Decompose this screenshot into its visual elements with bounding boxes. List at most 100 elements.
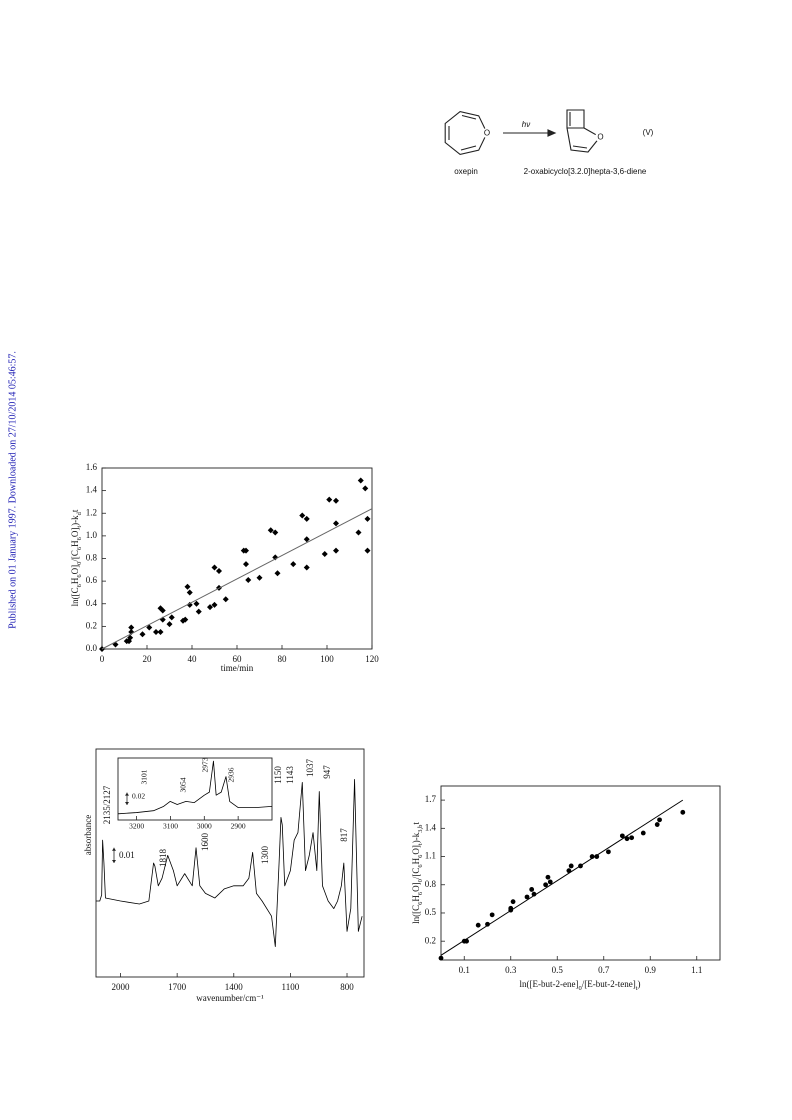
axis-label-subscript: 6 bbox=[417, 854, 424, 858]
data-point bbox=[624, 836, 630, 842]
data-point bbox=[303, 564, 310, 571]
peak-label: 817 bbox=[339, 828, 349, 842]
sidebar-note: Published on 01 January 1997. Downloaded… bbox=[7, 351, 18, 629]
data-point bbox=[157, 629, 164, 636]
peak-label: 1150 bbox=[273, 766, 283, 784]
x-tick-label: 1100 bbox=[282, 982, 300, 992]
data-point bbox=[299, 512, 306, 519]
data-point bbox=[127, 634, 134, 641]
data-point bbox=[619, 833, 625, 839]
atom-label: O bbox=[597, 133, 603, 142]
axis-label-part: /[C bbox=[70, 550, 80, 562]
data-point bbox=[355, 529, 362, 536]
axis-label-subscript: 6 bbox=[76, 546, 83, 550]
data-point bbox=[333, 497, 339, 504]
peak-label: 3101 bbox=[140, 769, 149, 784]
data-point bbox=[159, 607, 166, 614]
x-tick-label: 0.5 bbox=[552, 965, 564, 975]
y-tick-label: 0.2 bbox=[86, 620, 97, 630]
x-tick-label: 0.1 bbox=[459, 965, 470, 975]
y-tick-label: 1.6 bbox=[86, 462, 98, 472]
data-point bbox=[438, 955, 444, 961]
axis-label-part: ) bbox=[638, 979, 641, 989]
scale-arrow bbox=[112, 860, 116, 863]
data-point bbox=[326, 496, 333, 503]
data-point bbox=[211, 564, 218, 571]
atom-label: O bbox=[484, 129, 490, 138]
data-point bbox=[272, 554, 279, 561]
x-tick-label: 800 bbox=[340, 982, 354, 992]
y-tick-label: 0.8 bbox=[86, 553, 98, 563]
plot-frame bbox=[117, 757, 273, 821]
data-point bbox=[321, 550, 328, 557]
data-point bbox=[475, 922, 481, 928]
data-point bbox=[243, 561, 249, 568]
data-point bbox=[529, 887, 535, 892]
axis-label-subscript: 0 bbox=[417, 879, 424, 882]
data-point bbox=[207, 604, 213, 611]
x-tick-label: 2900 bbox=[231, 822, 246, 831]
reagent-name: oxepin bbox=[454, 167, 478, 176]
plot-frame bbox=[95, 748, 365, 978]
axis-label-subscript: t bbox=[636, 985, 638, 992]
x-tick-label: 2000 bbox=[112, 982, 131, 992]
data-point bbox=[290, 561, 297, 568]
axis-label-subscript: 6 bbox=[417, 864, 424, 868]
axis-label-subscript: 3,b bbox=[417, 825, 424, 833]
axis-label-subscript: 6 bbox=[76, 583, 83, 587]
equation-number: (V) bbox=[643, 128, 654, 137]
axis-label-part: H bbox=[411, 857, 421, 864]
peak-label: 2135/2127 bbox=[102, 785, 112, 824]
data-point bbox=[680, 809, 686, 815]
y-tick-label: 1.7 bbox=[425, 794, 437, 804]
peak-label: 1600 bbox=[200, 833, 210, 852]
y-tick-label: 1.0 bbox=[86, 530, 98, 540]
scale-label: 0.02 bbox=[132, 792, 145, 801]
data-point bbox=[184, 583, 191, 590]
x-tick-label: 80 bbox=[278, 654, 288, 664]
axis-label-part: O] bbox=[70, 565, 80, 575]
data-point bbox=[186, 589, 193, 596]
peak-label: 1818 bbox=[158, 849, 168, 868]
data-point bbox=[195, 608, 202, 615]
data-point bbox=[193, 600, 200, 607]
scale-arrow bbox=[125, 802, 129, 805]
axis-label-part: O] bbox=[411, 882, 421, 892]
data-point bbox=[216, 567, 222, 574]
x-tick-label: 0 bbox=[100, 654, 105, 664]
axis-label-subscript: d bbox=[76, 511, 83, 515]
x-tick-label: 1.1 bbox=[691, 965, 702, 975]
y-tick-label: 1.4 bbox=[425, 822, 437, 832]
data-point bbox=[510, 899, 516, 905]
data-point bbox=[568, 863, 574, 869]
data-point bbox=[182, 616, 189, 623]
reaction-scheme bbox=[444, 109, 605, 155]
data-point bbox=[333, 520, 339, 527]
axis-label-part: t bbox=[411, 822, 421, 825]
data-point bbox=[364, 515, 371, 522]
axis-label: ln([C6H6O]0/[C6H6O]t)-kdt bbox=[70, 509, 83, 606]
peak-label: 2973 bbox=[201, 757, 210, 772]
scale-arrow bbox=[125, 792, 129, 796]
axis-label-subscript: 6 bbox=[417, 901, 424, 905]
data-point bbox=[362, 485, 369, 492]
data-point bbox=[245, 576, 252, 583]
peak-label: 2936 bbox=[227, 767, 236, 782]
data-point bbox=[657, 817, 662, 823]
x-tick-label: 3000 bbox=[197, 822, 212, 831]
data-point bbox=[303, 515, 310, 522]
data-point bbox=[485, 921, 490, 927]
data-point bbox=[654, 822, 660, 827]
data-point bbox=[524, 894, 530, 900]
y-tick-label: 0.2 bbox=[425, 935, 436, 945]
axis-label: wavenumber/cm⁻¹ bbox=[196, 993, 264, 1003]
scale-arrow bbox=[112, 847, 116, 851]
atom-bg bbox=[595, 132, 605, 142]
data-point bbox=[545, 874, 551, 880]
y-tick-label: 1.4 bbox=[86, 485, 98, 495]
x-tick-label: 100 bbox=[320, 654, 334, 664]
data-point bbox=[153, 629, 159, 636]
axis-label: time/min bbox=[221, 663, 254, 673]
axis-label-subscript: t bbox=[76, 526, 83, 528]
